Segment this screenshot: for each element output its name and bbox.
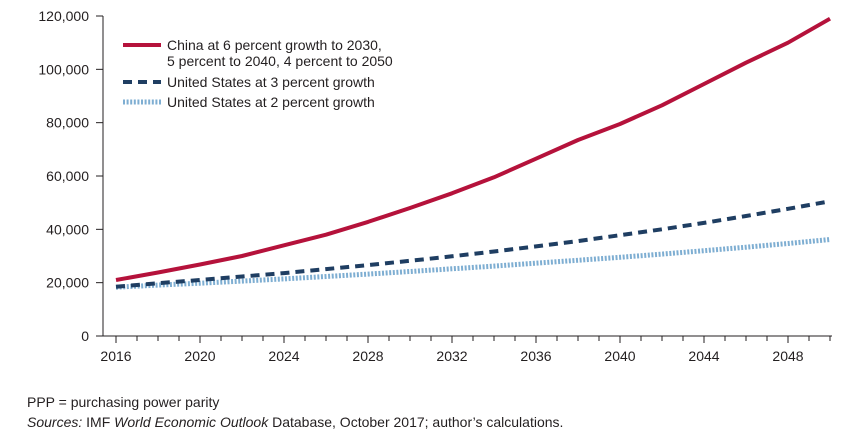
y-axis: 0 20,000 40,000 60,000 80,000 100,000 120,000: [38, 8, 104, 344]
x-tick-label: 2036: [520, 348, 551, 364]
x-tick-label: 2032: [436, 348, 467, 364]
x-tick-label: 2016: [100, 348, 131, 364]
sources-text-part1: IMF: [82, 414, 115, 430]
y-tick-label: 20,000: [46, 275, 89, 291]
series-lines: [115, 16, 831, 290]
legend-label-0: China at 6 percent growth to 2030,: [167, 37, 382, 53]
x-tick-label: 2028: [352, 348, 383, 364]
ppp-footnote-text: PPP = purchasing power parity: [27, 394, 220, 410]
sources-database-name: World Economic Outlook: [114, 414, 269, 430]
sources-text-part2: Database, October 2017; author’s calcula…: [268, 414, 564, 430]
y-tick-label: 100,000: [38, 61, 89, 77]
x-tick-label: 2024: [268, 348, 299, 364]
y-tick-label: 80,000: [46, 115, 89, 131]
sources-label: Sources:: [27, 414, 83, 430]
ppp-footnote: PPP = purchasing power parity: [27, 393, 219, 411]
y-tick-label: 60,000: [46, 168, 89, 184]
x-tick-label: 2020: [184, 348, 215, 364]
x-tick-label: 2040: [604, 348, 635, 364]
y-tick-label: 120,000: [38, 8, 89, 24]
legend-label-1: United States at 3 percent growth: [167, 74, 375, 90]
y-tick-label: 40,000: [46, 221, 89, 237]
x-tick-label: 2048: [772, 348, 803, 364]
line-chart: 020,00040,00060,00080,000100,000120,000 …: [38, 8, 832, 364]
legend: China at 6 percent growth to 2030,5 perc…: [123, 37, 393, 110]
series-line-1: [115, 199, 831, 289]
series-line-2: [115, 237, 831, 290]
series-line-0: [115, 16, 831, 282]
x-axis: 2016 2020 2024 2028 2032 2036 2040 2044 2048: [100, 335, 832, 364]
x-tick-label: 2044: [688, 348, 719, 364]
legend-label-2: United States at 2 percent growth: [167, 94, 375, 110]
legend-label-0: 5 percent to 2040, 4 percent to 2050: [167, 53, 393, 69]
sources-footnote: Sources: IMF World Economic Outlook Data…: [27, 413, 563, 431]
y-tick-label: 0: [81, 328, 89, 344]
